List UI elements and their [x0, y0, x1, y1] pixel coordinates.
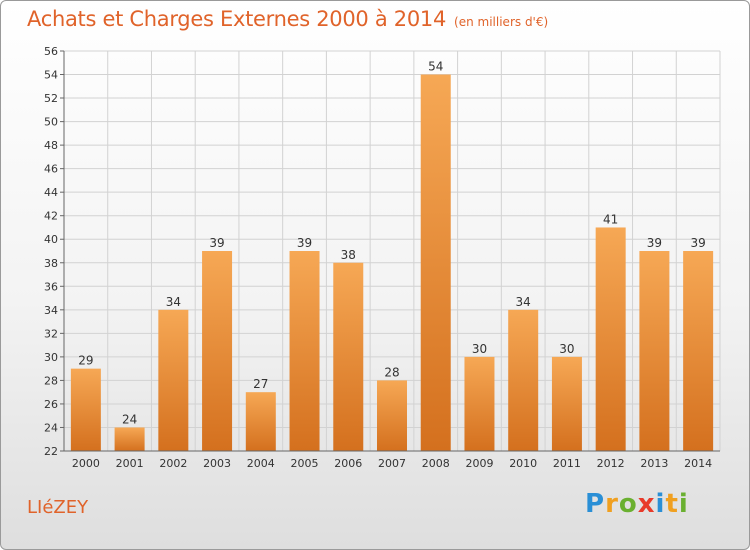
chart-title: Achats et Charges Externes 2000 à 2014 (e… [27, 7, 548, 31]
data-label: 39 [647, 236, 662, 250]
data-label: 28 [384, 365, 399, 379]
data-label: 41 [603, 212, 618, 226]
y-tick-label: 54 [44, 69, 58, 82]
data-label: 30 [472, 342, 487, 356]
data-label: 24 [122, 412, 137, 426]
x-tick-label: 2001 [116, 457, 144, 470]
data-label: 27 [253, 377, 268, 391]
y-tick-label: 34 [44, 304, 58, 317]
logo-letter: x [637, 489, 656, 519]
bar-2012 [595, 227, 626, 451]
bar-2010 [508, 309, 539, 451]
bars: 29 24 34 39 27 39 38 28 54 30 34 30 41 39 39 [70, 60, 714, 451]
y-tick-label: 36 [44, 280, 58, 293]
proxiti-logo: Proxiti [585, 489, 689, 519]
y-tick-label: 44 [44, 186, 58, 199]
x-tick-label: 2010 [509, 457, 537, 470]
y-tick-label: 38 [44, 257, 58, 270]
y-tick-label: 24 [44, 421, 58, 434]
bar-2013 [639, 251, 670, 451]
bar-2004 [245, 392, 276, 451]
bar-2000 [70, 368, 101, 451]
y-tick-label: 56 [44, 45, 58, 58]
y-tick-label: 26 [44, 398, 58, 411]
bar-2006 [333, 262, 364, 451]
data-label: 29 [78, 354, 93, 368]
y-tick-label: 32 [44, 327, 58, 340]
data-label: 30 [559, 342, 574, 356]
data-label: 38 [341, 248, 356, 262]
y-tick-label: 52 [44, 92, 58, 105]
x-tick-label: 2009 [465, 457, 493, 470]
data-label: 39 [690, 236, 705, 250]
bar-2003 [202, 251, 233, 451]
x-tick-label: 2011 [553, 457, 581, 470]
logo-letter: o [618, 489, 638, 519]
x-tick-label: 2005 [291, 457, 319, 470]
y-tick-label: 42 [44, 210, 58, 223]
y-tick-label: 46 [44, 163, 58, 176]
data-label: 34 [166, 295, 181, 309]
x-tick-label: 2013 [640, 457, 668, 470]
x-tick-label: 2014 [684, 457, 712, 470]
logo-letter: P [585, 489, 606, 519]
logo-letter: i [655, 489, 666, 519]
logo-letter: r [605, 489, 619, 519]
x-tick-label: 2003 [203, 457, 231, 470]
logo-letter: i [678, 489, 689, 519]
y-tick-label: 22 [44, 445, 58, 458]
data-label: 34 [516, 295, 531, 309]
y-tick-label: 48 [44, 139, 58, 152]
bar-2001 [114, 427, 145, 451]
x-tick-label: 2012 [597, 457, 625, 470]
bar-2008 [420, 74, 451, 451]
x-tick-label: 2008 [422, 457, 450, 470]
y-tick-label: 30 [44, 351, 58, 364]
bar-2011 [551, 356, 582, 451]
bar-2014 [683, 251, 714, 451]
bar-2007 [377, 380, 407, 451]
x-tick-label: 2007 [378, 457, 406, 470]
logo-letter: t [665, 489, 679, 519]
bar-2002 [158, 309, 189, 451]
axes: 22 24 26 28 30 32 34 36 38 40 42 44 46 48 50 52 54 56 2000… [44, 45, 720, 470]
data-label: 54 [428, 60, 443, 74]
y-tick-label: 50 [44, 116, 58, 129]
y-tick-label: 28 [44, 374, 58, 387]
x-tick-label: 2002 [159, 457, 187, 470]
data-label: 39 [209, 236, 224, 250]
chart-subtitle: (en milliers d'€) [454, 15, 549, 29]
data-label: 39 [297, 236, 312, 250]
commune-name: LIéZEY [27, 497, 89, 518]
x-tick-label: 2006 [334, 457, 362, 470]
x-tick-label: 2004 [247, 457, 275, 470]
y-tick-label: 40 [44, 233, 58, 246]
title-text: Achats et Charges Externes 2000 à 2014 [27, 7, 447, 31]
x-tick-label: 2000 [72, 457, 100, 470]
bar-2005 [289, 251, 320, 451]
bar-2009 [464, 356, 495, 451]
